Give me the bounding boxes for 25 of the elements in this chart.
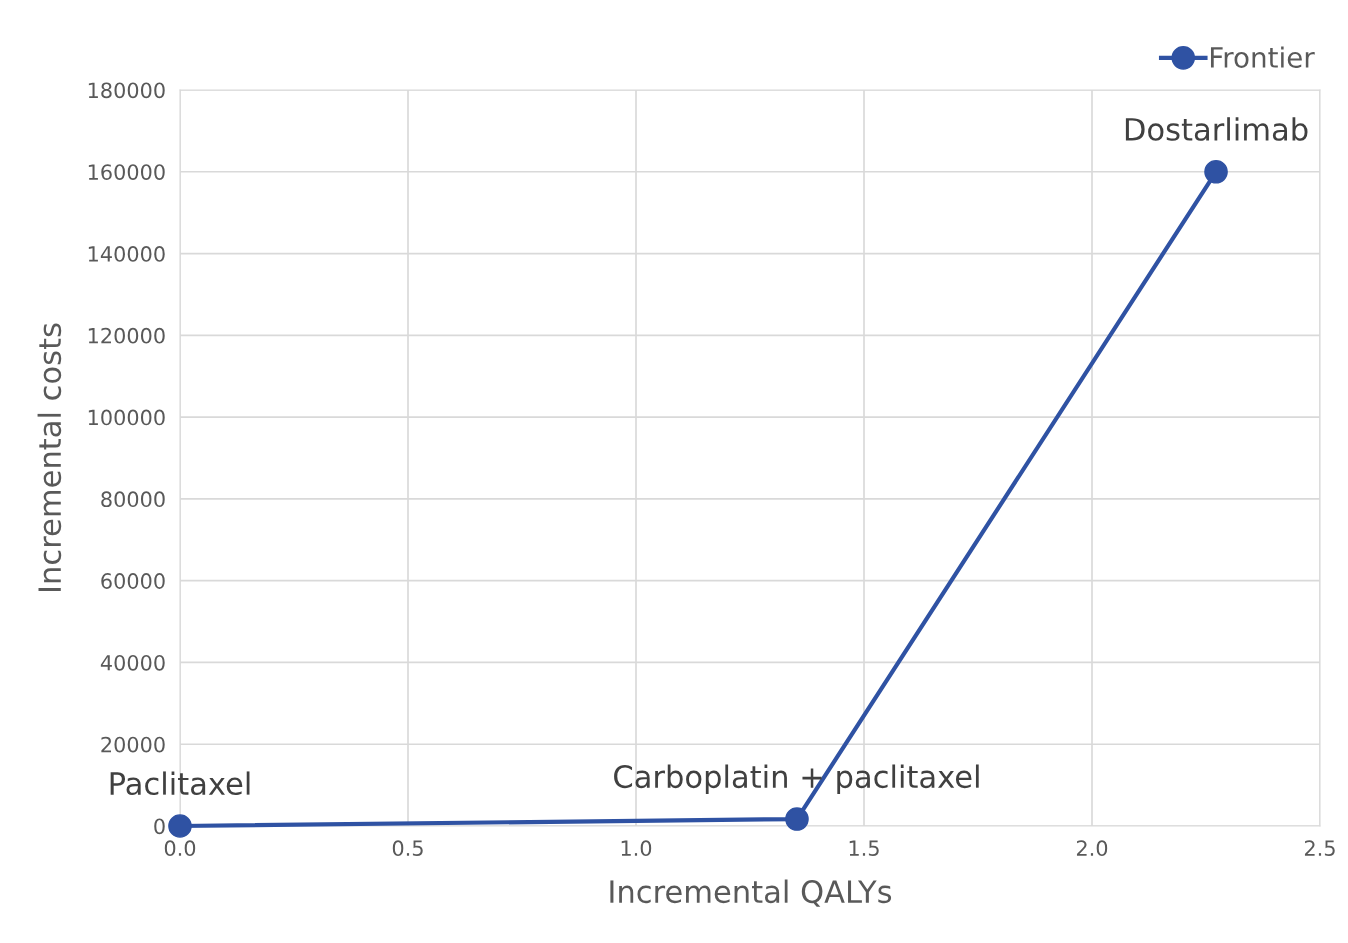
x-tick-label: 1.0	[621, 840, 652, 857]
x-tick-label: 0.5	[392, 840, 423, 857]
y-tick-label: 180000	[88, 82, 165, 99]
annotation: Dostarlimab	[1125, 117, 1308, 141]
x-tick-label: 2.0	[1076, 840, 1108, 857]
y-tick-label: 40000	[100, 654, 165, 671]
y-tick-label: 100000	[88, 409, 165, 426]
y-tick-label: 160000	[88, 164, 165, 180]
legend-label: Frontier	[1210, 46, 1315, 68]
x-axis-title: Incremental QALYs	[610, 879, 892, 907]
x-tick-label: 1.5	[849, 840, 879, 857]
y-axis-title: Incremental costs	[37, 323, 62, 591]
y-tick-label: 120000	[88, 327, 165, 344]
y-tick-label: 20000	[101, 736, 165, 753]
x-tick-label: 2.5	[1304, 840, 1335, 857]
y-tick-label: 80000	[101, 491, 165, 508]
point	[168, 814, 192, 838]
annotation: Paclitaxel	[110, 771, 250, 796]
annotation: Carboplatin + paclitaxel	[614, 764, 979, 795]
y-tick-label: 0	[154, 818, 165, 835]
y-tick-label: 140000	[88, 246, 165, 262]
point	[1204, 159, 1228, 184]
point	[785, 807, 809, 831]
x-tick-label: 0.0	[164, 840, 196, 857]
y-tick-label: 60000	[101, 573, 165, 589]
